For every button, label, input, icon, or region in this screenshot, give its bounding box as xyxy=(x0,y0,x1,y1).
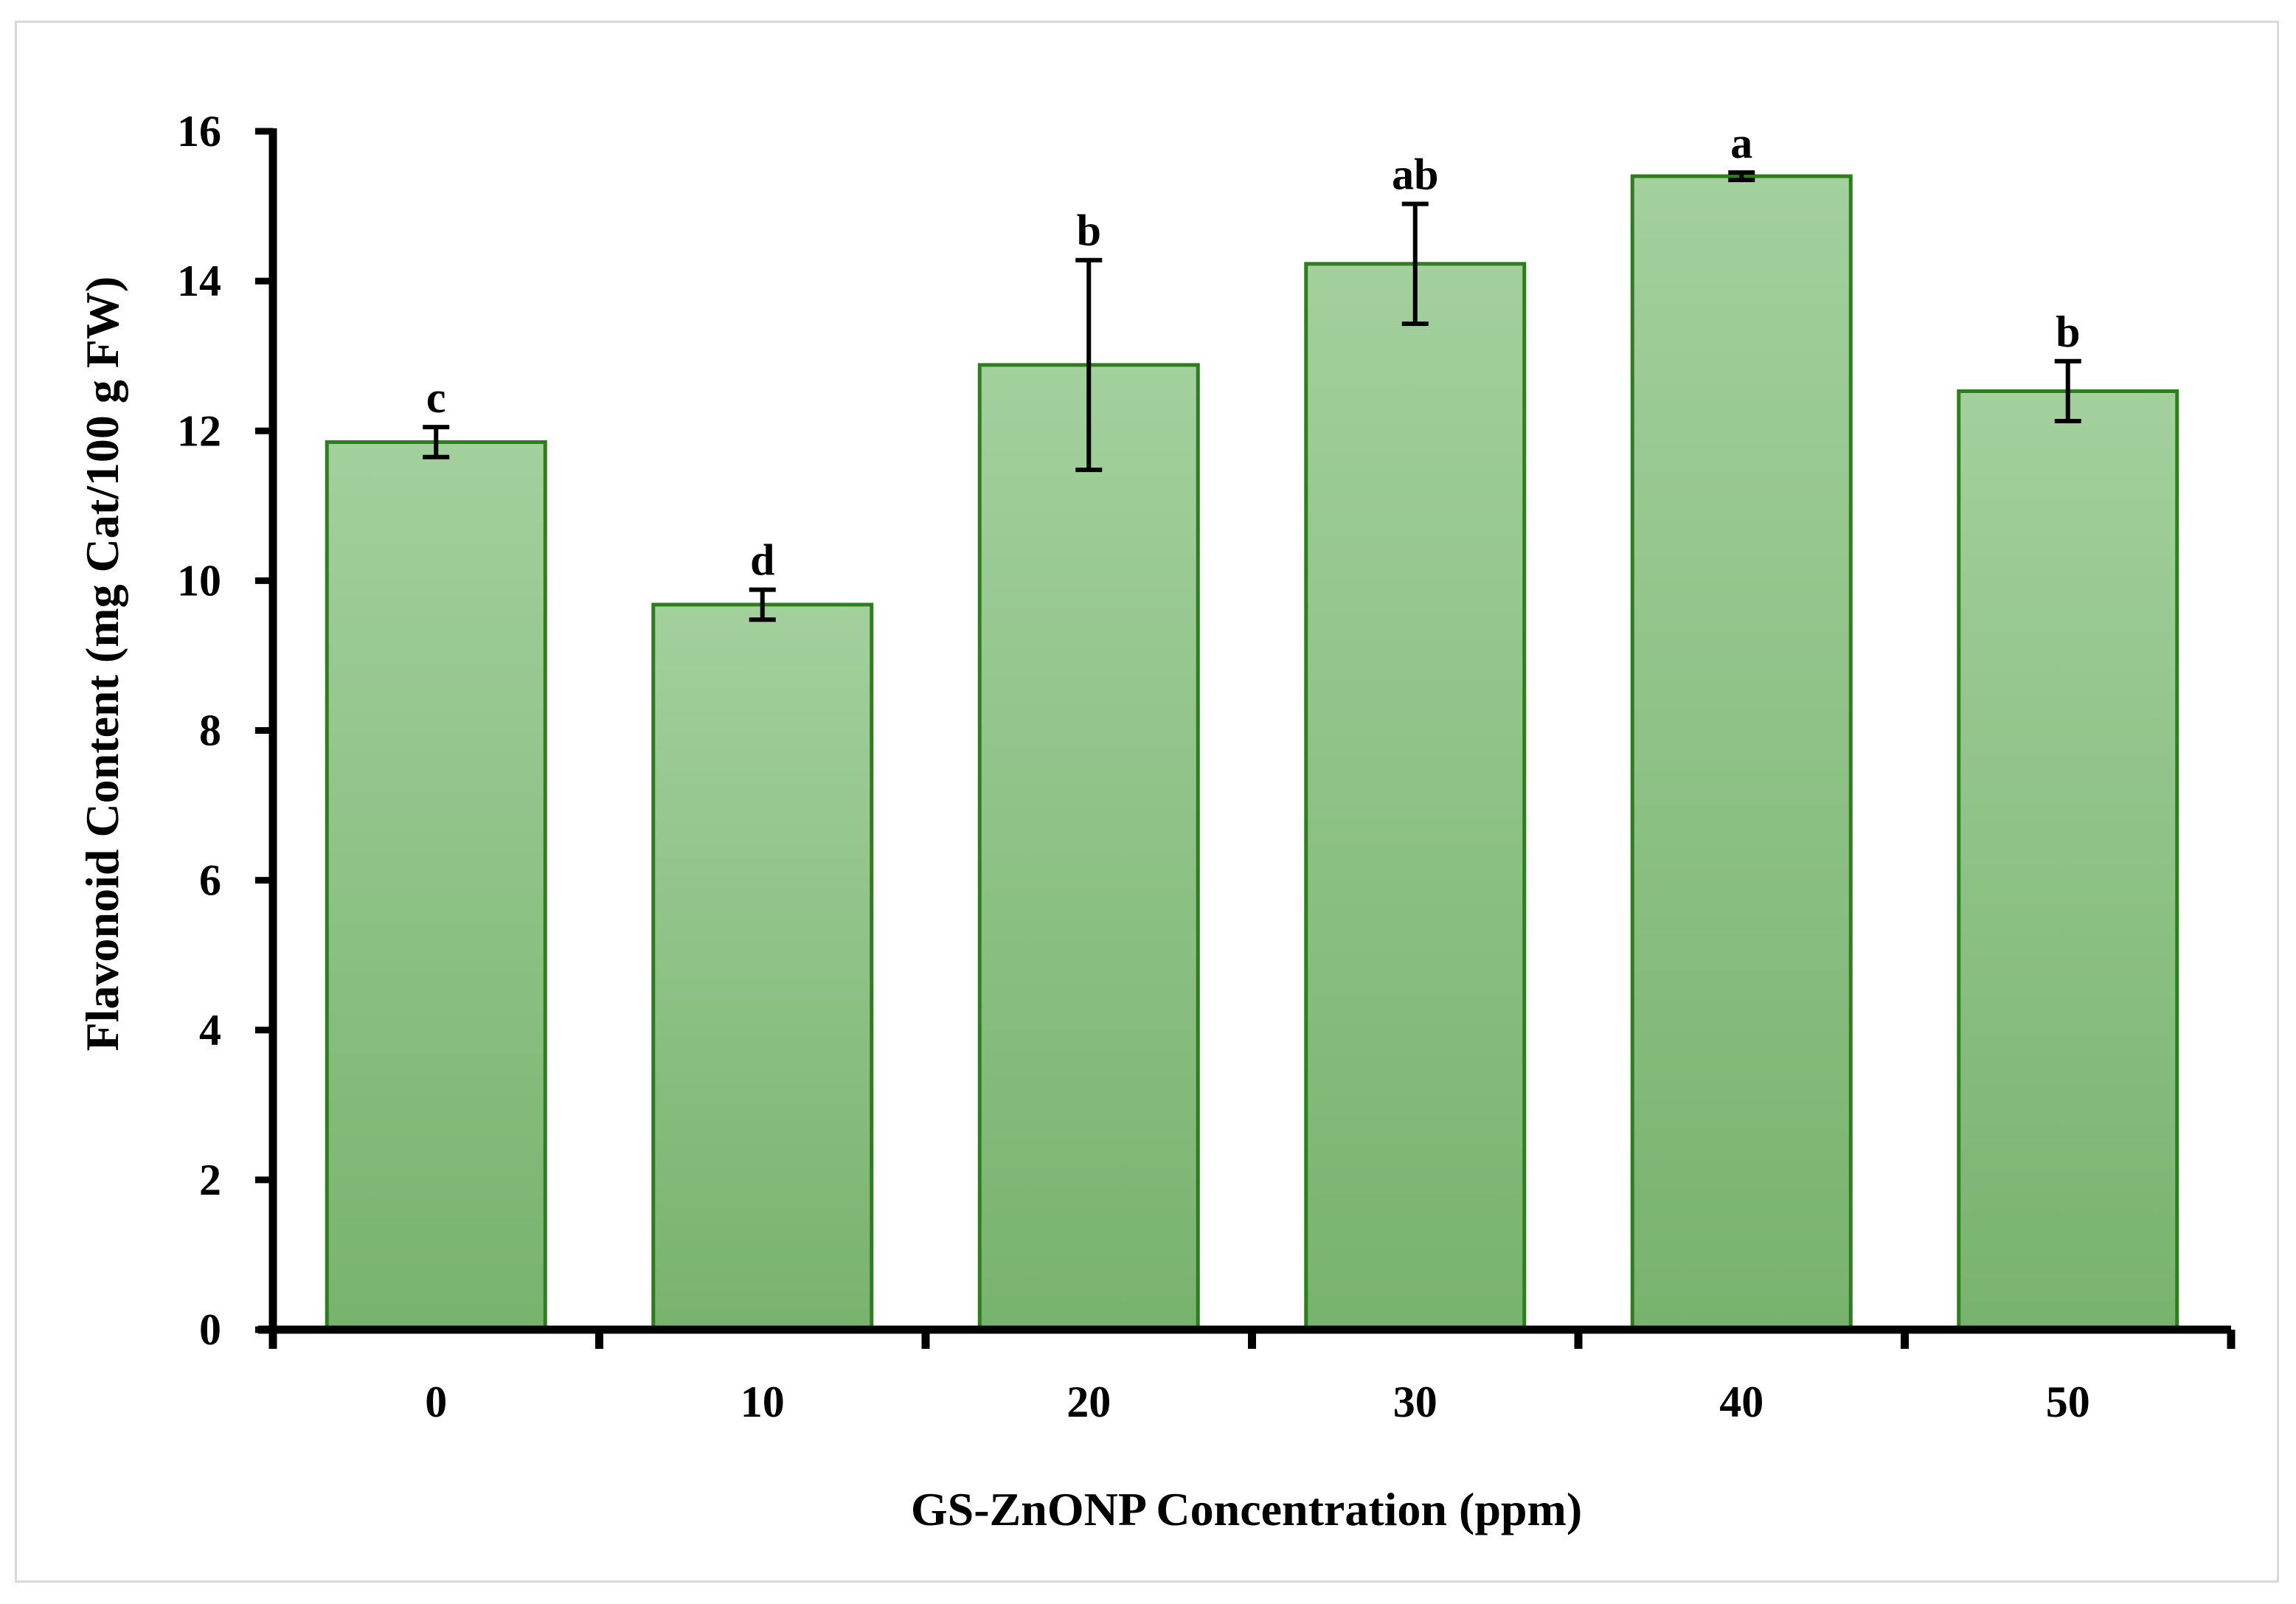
significance-letter-10: d xyxy=(750,536,774,585)
y-axis-label: Flavonoid Content (mg Cat/100 g FW) xyxy=(76,277,128,1052)
y-tick-label-10: 10 xyxy=(177,556,221,605)
x-tick-label-20: 20 xyxy=(1067,1378,1111,1426)
y-ticks-group: 0 2 4 6 8 10 12 14 16 xyxy=(177,107,273,1354)
y-tick-label-16: 16 xyxy=(177,107,221,156)
y-tick-label-0: 0 xyxy=(199,1305,221,1354)
significance-letter-40: a xyxy=(1730,119,1752,167)
bar-50 xyxy=(1957,389,2179,1332)
bar-10 xyxy=(651,603,874,1332)
bars-group xyxy=(325,174,2179,1332)
y-tick-label-14: 14 xyxy=(177,257,221,305)
bar-20 xyxy=(977,363,1200,1332)
bar-0 xyxy=(325,440,547,1332)
bar-30 xyxy=(1304,262,1527,1332)
error-bars-group xyxy=(423,170,2081,622)
x-tick-label-30: 30 xyxy=(1393,1378,1437,1426)
axes-group xyxy=(258,128,2236,1349)
x-tick-label-0: 0 xyxy=(425,1378,447,1426)
significance-letter-20: b xyxy=(1077,206,1101,255)
significance-letter-30: ab xyxy=(1392,150,1438,199)
x-tick-label-40: 40 xyxy=(1719,1378,1763,1426)
bar-40 xyxy=(1630,174,1853,1332)
y-tick-label-8: 8 xyxy=(199,706,221,755)
y-tick-label-4: 4 xyxy=(199,1006,221,1055)
significance-letter-0: c xyxy=(426,373,446,422)
y-tick-label-12: 12 xyxy=(177,406,221,455)
significance-letter-50: b xyxy=(2056,308,2080,356)
x-axis-label: GS-ZnONP Concentration (ppm) xyxy=(911,1483,1582,1535)
x-tick-label-50: 50 xyxy=(2046,1378,2090,1426)
x-ticks-group: 0 10 20 30 40 50 xyxy=(425,1378,2090,1426)
x-tick-label-10: 10 xyxy=(741,1378,785,1426)
y-tick-label-2: 2 xyxy=(199,1156,221,1204)
y-tick-label-6: 6 xyxy=(199,856,221,905)
